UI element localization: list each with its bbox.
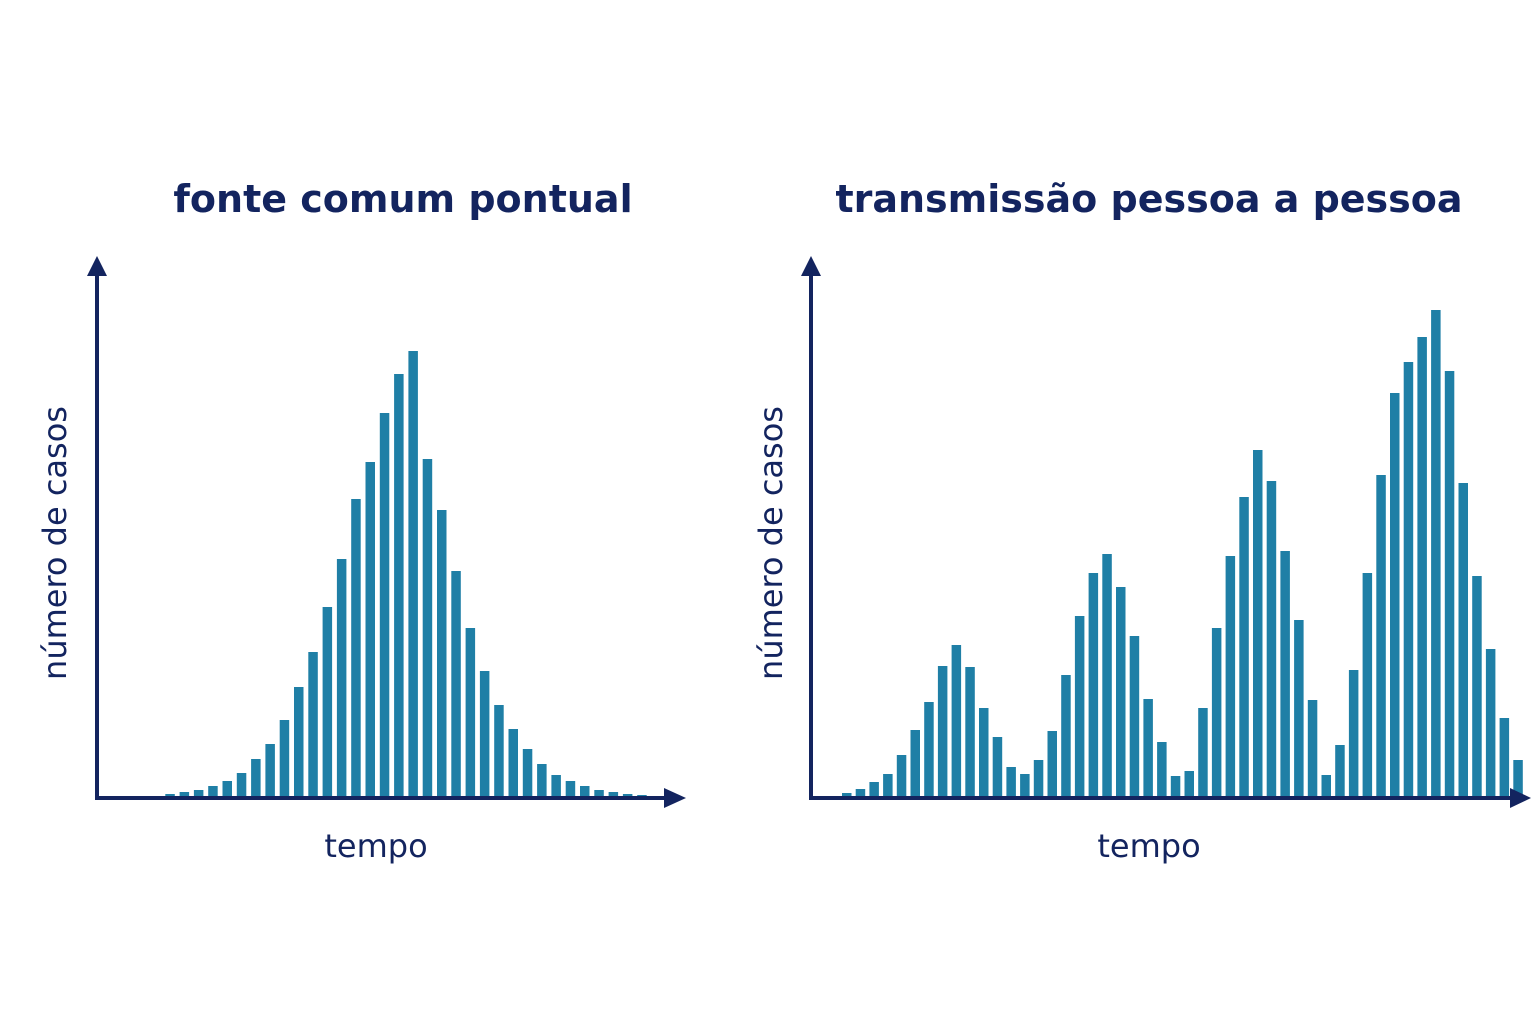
- bar: [1294, 620, 1304, 797]
- y-axis-label: número de casos: [36, 406, 74, 680]
- bar: [379, 413, 390, 797]
- bar: [1390, 393, 1400, 797]
- bar: [537, 764, 547, 797]
- bar: [1348, 670, 1359, 797]
- bar: [351, 499, 361, 797]
- bar: [1225, 556, 1236, 797]
- bar: [236, 773, 247, 797]
- y-axis-arrow-icon: [801, 256, 821, 276]
- bar: [1266, 481, 1277, 797]
- bar: [308, 652, 318, 797]
- bar: [365, 462, 375, 797]
- bar: [322, 607, 333, 797]
- bar: [1499, 718, 1510, 797]
- bar: [580, 786, 590, 797]
- bar: [494, 705, 504, 797]
- bar: [451, 571, 461, 797]
- bar: [965, 667, 975, 797]
- y-axis-label: número de casos: [752, 406, 790, 680]
- bar: [1485, 649, 1496, 797]
- bar: [1307, 700, 1318, 797]
- bar: [1417, 337, 1427, 797]
- bar: [179, 792, 190, 797]
- chart-transmissao-pessoa-a-pessoa: transmissão pessoa a pessoa tempo número…: [752, 177, 1531, 865]
- y-axis-arrow-icon: [87, 256, 107, 276]
- bar: [522, 749, 533, 797]
- chart-title: fonte comum pontual: [173, 177, 632, 221]
- bar: [1088, 573, 1099, 797]
- bar: [979, 708, 989, 797]
- bar: [937, 666, 948, 797]
- bar-group: [842, 310, 1523, 797]
- x-axis-arrow-icon: [664, 788, 686, 808]
- bar: [1061, 675, 1071, 797]
- bar: [1431, 310, 1441, 797]
- bar: [1020, 774, 1030, 797]
- bar: [1335, 745, 1345, 797]
- bar: [1074, 616, 1085, 797]
- bar: [251, 759, 261, 797]
- bar: [465, 628, 476, 797]
- bar: [924, 702, 934, 797]
- bar: [883, 774, 893, 797]
- bar: [208, 786, 218, 797]
- chart-fonte-comum-pontual: fonte comum pontual tempo número de caso…: [36, 177, 686, 865]
- bar: [855, 789, 866, 797]
- bar: [910, 730, 920, 797]
- bar: [842, 793, 852, 797]
- bar: [1129, 636, 1140, 797]
- bar: [1198, 708, 1208, 797]
- bar: [408, 351, 418, 797]
- bar: [437, 510, 447, 797]
- bar: [869, 782, 879, 797]
- bar: [165, 794, 175, 797]
- bar: [622, 794, 633, 797]
- bar: [1184, 771, 1194, 797]
- bar: [1253, 450, 1263, 797]
- bar: [1033, 760, 1044, 797]
- x-axis-label: tempo: [1097, 827, 1200, 865]
- bar: [1280, 551, 1290, 797]
- bar: [1116, 587, 1126, 797]
- bar: [1444, 371, 1455, 797]
- bar: [1211, 628, 1222, 797]
- bar: [422, 459, 433, 797]
- bar: [608, 792, 619, 797]
- bar: [1047, 731, 1057, 797]
- bar: [1458, 483, 1468, 797]
- bar: [336, 559, 347, 797]
- bar-group: [151, 351, 647, 797]
- bar: [1321, 775, 1331, 797]
- bar: [1376, 475, 1386, 797]
- bar: [1239, 497, 1249, 797]
- bar: [1102, 554, 1112, 797]
- bar: [951, 645, 962, 797]
- bar: [551, 775, 561, 797]
- bar: [294, 687, 304, 797]
- bar: [1513, 760, 1523, 797]
- bar: [565, 781, 576, 797]
- bar: [508, 729, 518, 797]
- bar: [1143, 699, 1153, 797]
- bar: [1472, 576, 1482, 797]
- bar: [222, 781, 232, 797]
- bar: [394, 374, 404, 797]
- bar: [594, 790, 604, 797]
- bar: [1170, 776, 1181, 797]
- bar: [1006, 767, 1016, 797]
- bar: [1157, 742, 1167, 797]
- x-axis-label: tempo: [324, 827, 427, 865]
- bar: [279, 720, 290, 797]
- bar: [479, 671, 490, 797]
- x-axis-arrow-icon: [1510, 788, 1531, 808]
- bar: [193, 790, 204, 797]
- bar: [1362, 573, 1373, 797]
- bar: [265, 744, 275, 797]
- bar: [1403, 362, 1414, 797]
- bar: [896, 755, 907, 797]
- chart-title: transmissão pessoa a pessoa: [835, 177, 1462, 221]
- bar: [992, 737, 1003, 797]
